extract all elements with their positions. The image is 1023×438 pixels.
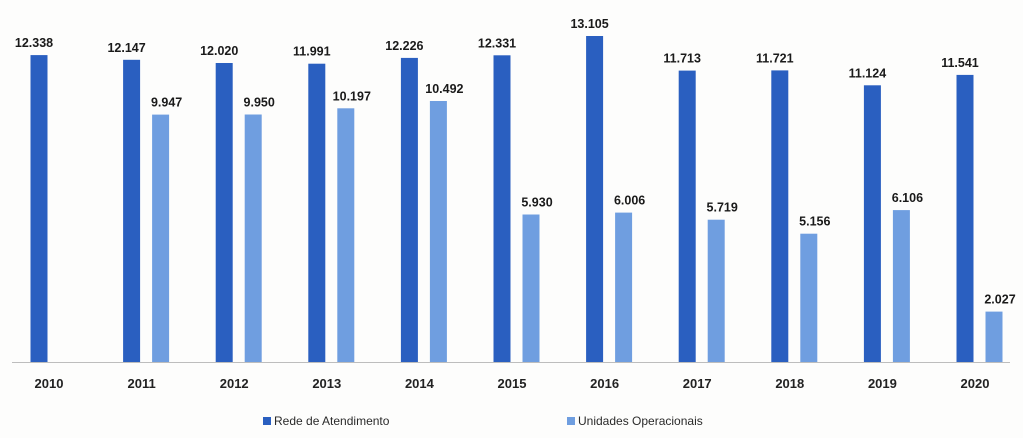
legend-label-unidades-operacionais: Unidades Operacionais — [578, 414, 703, 428]
data-label-rede-de-atendimento-2014: 12.226 — [385, 39, 423, 53]
bar-unidades-operacionais-2016 — [615, 212, 633, 362]
bar-rede-de-atendimento-2020 — [956, 74, 974, 363]
x-tick-label-2018: 2018 — [775, 376, 804, 391]
data-label-unidades-operacionais-2014: 10.492 — [425, 82, 463, 96]
data-label-rede-de-atendimento-2012: 12.020 — [200, 44, 238, 58]
bar-unidades-operacionais-2015 — [522, 214, 540, 362]
legend-swatch-rede-de-atendimento — [263, 417, 271, 425]
legend-label-rede-de-atendimento: Rede de Atendimento — [274, 414, 390, 428]
bar-unidades-operacionais-2019 — [892, 210, 910, 362]
data-label-rede-de-atendimento-2017: 11.713 — [663, 52, 701, 66]
data-label-unidades-operacionais-2019: 6.106 — [892, 191, 923, 205]
data-label-unidades-operacionais-2016: 6.006 — [614, 194, 645, 208]
bar-rede-de-atendimento-2017 — [678, 70, 696, 362]
bar-rede-de-atendimento-2012 — [215, 63, 233, 362]
x-tick-label-2013: 2013 — [312, 376, 341, 391]
bar-rede-de-atendimento-2010 — [30, 55, 48, 362]
bar-rede-de-atendimento-2018 — [771, 70, 789, 363]
data-label-unidades-operacionais-2018: 5.156 — [799, 215, 830, 229]
bar-unidades-operacionais-2012 — [244, 114, 262, 362]
x-tick-label-2014: 2014 — [405, 376, 435, 391]
x-tick-label-2019: 2019 — [868, 376, 897, 391]
x-tick-label-2020: 2020 — [961, 376, 990, 391]
data-label-unidades-operacionais-2017: 5.719 — [707, 201, 738, 215]
data-label-unidades-operacionais-2020: 2.027 — [984, 293, 1015, 307]
data-label-unidades-operacionais-2012: 9.950 — [244, 96, 275, 110]
bar-unidades-operacionais-2011 — [152, 114, 170, 362]
bar-unidades-operacionais-2014 — [429, 101, 447, 362]
data-label-rede-de-atendimento-2013: 11.991 — [293, 45, 331, 59]
data-label-rede-de-atendimento-2019: 11.124 — [849, 66, 887, 80]
data-label-rede-de-atendimento-2020: 11.541 — [941, 56, 979, 70]
bar-unidades-operacionais-2018 — [800, 233, 818, 362]
legend-swatch-unidades-operacionais — [567, 417, 575, 425]
bar-unidades-operacionais-2013 — [337, 108, 355, 362]
data-label-rede-de-atendimento-2015: 12.331 — [478, 36, 516, 50]
data-label-rede-de-atendimento-2018: 11.721 — [756, 51, 794, 65]
bar-rede-de-atendimento-2014 — [400, 57, 418, 363]
data-label-rede-de-atendimento-2010: 12.338 — [15, 36, 53, 50]
x-tick-label-2016: 2016 — [590, 376, 619, 391]
chart-legend: Rede de Atendimento Unidades Operacionai… — [0, 414, 1023, 436]
data-label-rede-de-atendimento-2016: 13.105 — [570, 17, 608, 31]
bar-rede-de-atendimento-2016 — [586, 36, 604, 362]
x-tick-label-2010: 2010 — [35, 376, 64, 391]
x-tick-label-2012: 2012 — [220, 376, 249, 391]
legend-item-rede-de-atendimento: Rede de Atendimento — [263, 414, 389, 428]
bar-rede-de-atendimento-2015 — [493, 55, 511, 363]
bar-rede-de-atendimento-2013 — [308, 63, 326, 362]
data-label-unidades-operacionais-2011: 9.947 — [151, 96, 182, 110]
bar-rede-de-atendimento-2011 — [123, 59, 141, 363]
legend-item-unidades-operacionais: Unidades Operacionais — [567, 414, 703, 428]
bar-rede-de-atendimento-2019 — [863, 85, 881, 363]
bar-unidades-operacionais-2020 — [985, 311, 1003, 362]
data-label-rede-de-atendimento-2011: 12.147 — [107, 41, 145, 55]
x-tick-label-2011: 2011 — [127, 376, 155, 391]
x-tick-label-2017: 2017 — [683, 376, 712, 391]
bar-unidades-operacionais-2017 — [707, 219, 725, 362]
data-label-unidades-operacionais-2015: 5.930 — [521, 196, 552, 210]
x-tick-label-2015: 2015 — [498, 376, 527, 391]
data-label-unidades-operacionais-2013: 10.197 — [333, 89, 371, 103]
